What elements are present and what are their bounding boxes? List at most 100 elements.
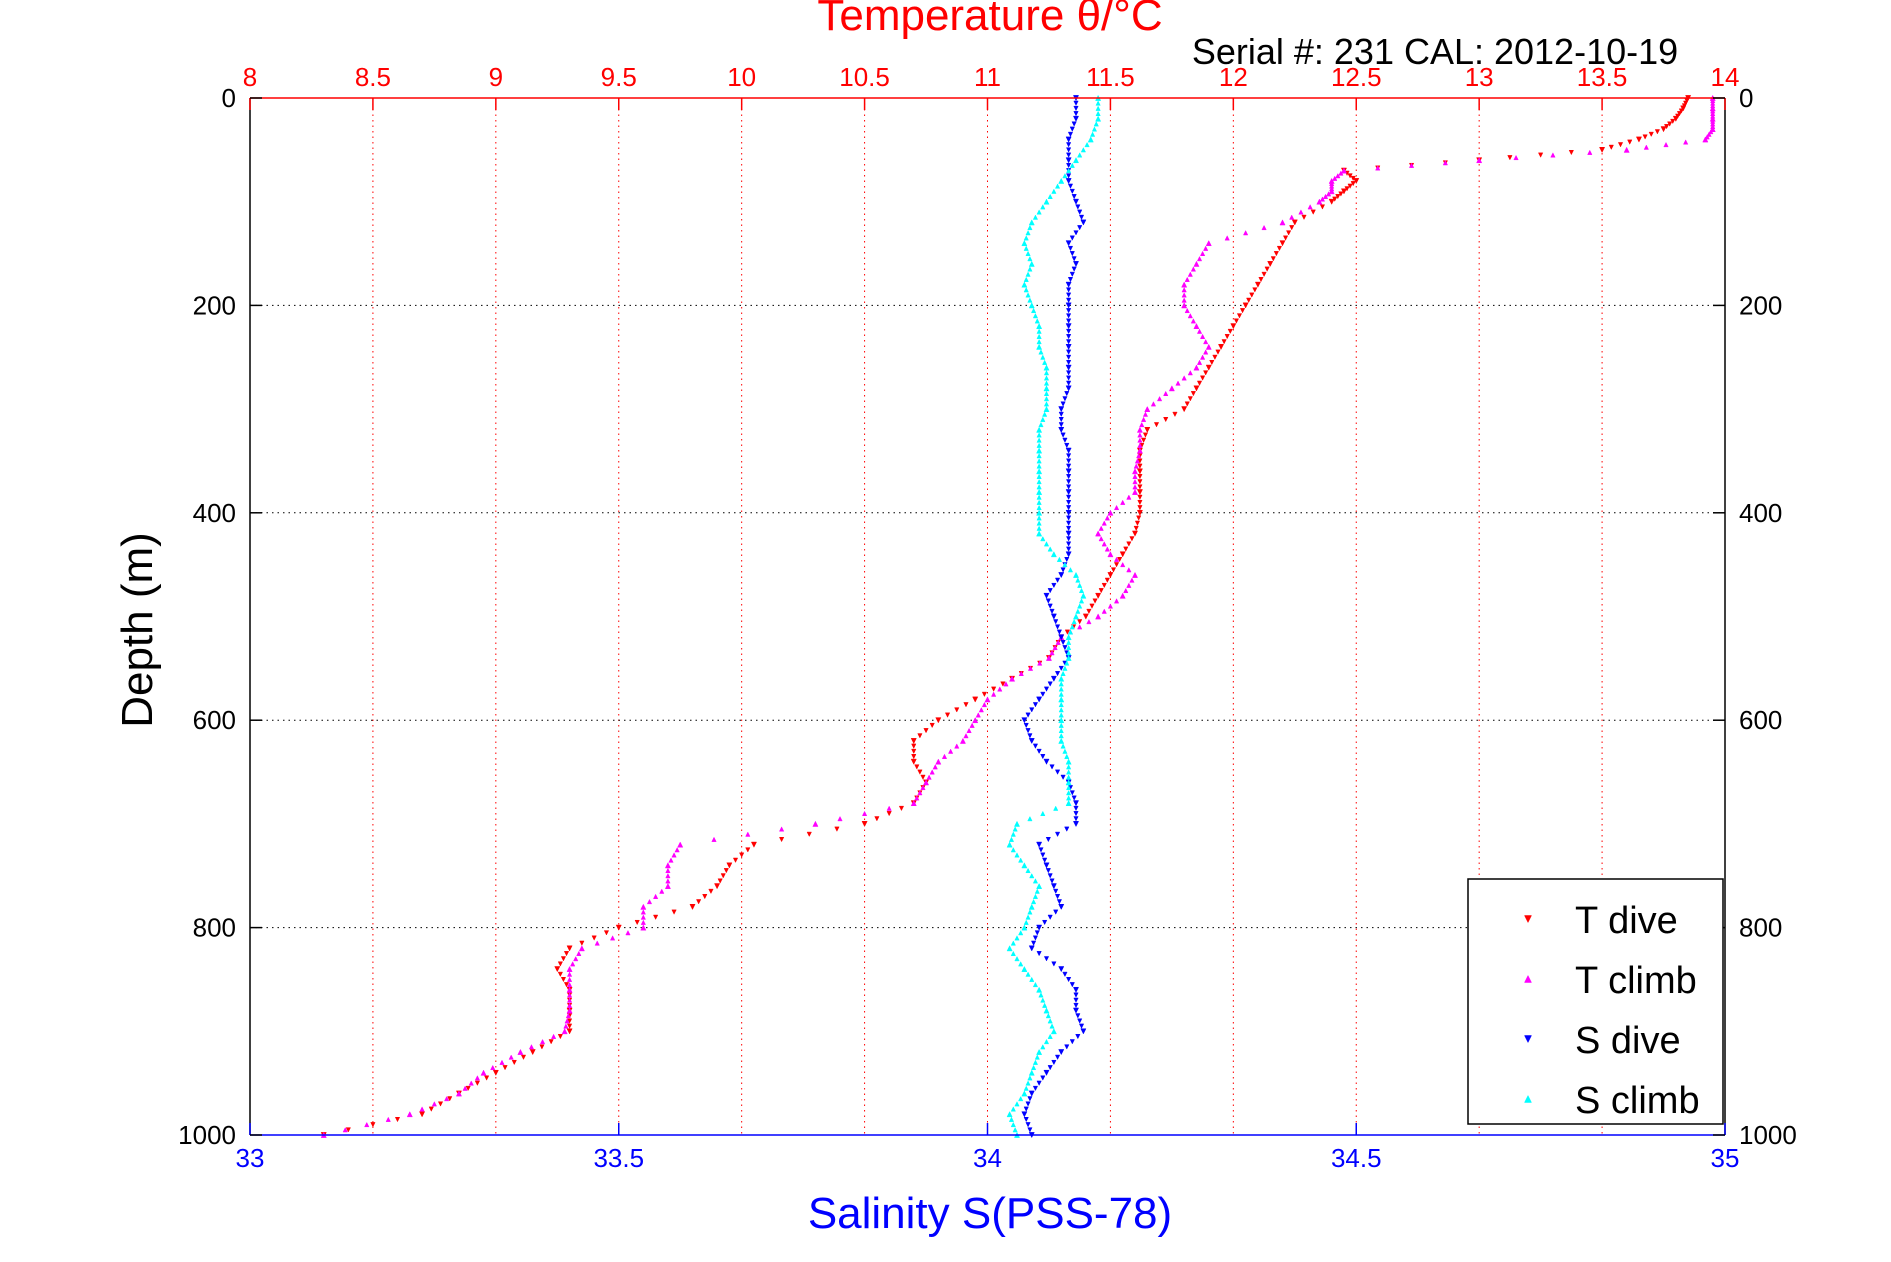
data-point-s-dive: [1058, 1049, 1065, 1056]
data-point-s-dive: [1066, 370, 1072, 376]
legend-marker-t-climb: [1524, 974, 1532, 983]
depth-tick-label-left: 200: [193, 290, 236, 320]
data-point-s-dive: [1056, 629, 1063, 635]
data-point-s-climb: [1093, 121, 1099, 127]
depth-tick-label-right: 200: [1739, 290, 1782, 320]
data-point-s-climb: [1028, 903, 1035, 910]
legend-label: S dive: [1575, 1020, 1681, 1062]
data-point-t-dive: [520, 1054, 527, 1060]
data-point-t-dive: [1092, 598, 1098, 604]
data-point-s-climb: [1036, 1048, 1043, 1055]
data-point-s-dive: [1066, 977, 1072, 983]
data-point-s-dive: [1051, 961, 1057, 967]
data-point-s-climb: [1062, 665, 1068, 671]
data-point-s-dive: [1072, 198, 1080, 205]
data-point-t-climb: [779, 826, 785, 832]
data-point-s-dive: [1066, 334, 1072, 340]
data-point-s-dive: [1042, 857, 1048, 863]
data-point-s-climb: [1034, 318, 1040, 324]
data-point-s-dive: [1066, 484, 1072, 490]
data-point-t-dive: [861, 821, 868, 828]
data-point-s-climb: [1075, 577, 1081, 583]
data-point-t-climb: [539, 1038, 546, 1045]
data-point-s-dive: [1060, 401, 1066, 407]
data-point-s-dive: [1073, 816, 1079, 822]
data-point-t-dive: [1107, 572, 1114, 579]
data-point-s-climb: [1030, 898, 1037, 905]
data-point-s-climb: [1023, 919, 1029, 925]
data-point-s-dive: [1073, 805, 1079, 812]
data-point-t-climb: [1243, 230, 1249, 236]
data-point-t-dive: [1082, 613, 1089, 620]
data-point-t-climb: [1027, 665, 1034, 671]
data-point-t-climb: [1476, 157, 1483, 164]
data-point-t-climb: [1077, 624, 1083, 630]
data-point-s-dive: [1069, 271, 1075, 278]
data-point-s-climb: [1023, 235, 1029, 241]
data-point-s-climb: [1051, 188, 1057, 194]
data-point-t-dive: [723, 868, 729, 874]
data-point-s-dive: [1065, 489, 1072, 496]
data-point-s-dive: [1072, 261, 1080, 268]
data-point-t-climb: [594, 940, 600, 946]
data-point-t-climb: [948, 748, 954, 754]
data-point-t-climb: [1187, 271, 1193, 277]
data-point-t-climb: [653, 893, 659, 899]
data-point-s-dive: [1065, 302, 1072, 309]
data-point-t-climb: [665, 872, 671, 879]
depth-tick-label-left: 800: [193, 913, 236, 943]
temperature-tick-label: 8: [243, 62, 257, 92]
temperature-tick-label: 10.5: [839, 62, 890, 92]
data-point-s-climb: [1032, 981, 1039, 988]
data-point-t-dive: [910, 738, 917, 745]
data-point-t-dive: [563, 982, 570, 988]
data-point-t-dive: [566, 1028, 573, 1035]
data-point-t-climb: [954, 743, 960, 749]
data-point-s-climb: [1025, 1080, 1031, 1086]
data-point-s-climb: [1036, 432, 1042, 438]
data-point-s-climb: [1010, 831, 1016, 837]
data-point-t-dive: [1089, 603, 1095, 609]
data-point-s-dive: [1025, 1122, 1031, 1128]
data-point-s-dive: [1066, 287, 1072, 293]
data-point-t-dive: [1678, 108, 1684, 114]
data-point-s-climb: [1066, 764, 1072, 770]
data-point-t-dive: [1672, 115, 1679, 122]
data-point-t-dive: [634, 919, 640, 926]
data-point-t-climb: [963, 732, 969, 739]
data-point-t-dive: [1648, 131, 1654, 138]
data-point-s-dive: [1028, 945, 1035, 952]
data-point-t-dive: [1190, 391, 1196, 397]
data-point-s-climb: [1025, 867, 1031, 874]
data-point-s-dive: [1064, 391, 1070, 397]
data-point-t-dive: [806, 831, 812, 838]
data-point-t-climb: [664, 882, 671, 889]
data-point-s-dive: [1027, 1127, 1033, 1133]
data-point-t-dive: [1608, 144, 1614, 151]
data-point-s-dive: [1025, 728, 1031, 734]
data-point-t-dive: [1227, 328, 1233, 335]
data-point-t-climb: [1181, 287, 1187, 293]
salinity-tick-label: 34: [973, 1143, 1002, 1173]
data-point-t-climb: [1086, 618, 1092, 625]
data-point-s-dive: [1032, 743, 1039, 749]
data-point-t-climb: [674, 847, 680, 853]
data-point-t-climb: [984, 696, 991, 703]
depth-tick-label-right: 600: [1739, 705, 1782, 735]
data-point-t-climb: [1193, 322, 1200, 329]
data-point-s-dive: [1045, 868, 1051, 874]
data-point-s-dive: [1030, 940, 1037, 946]
data-point-s-climb: [1034, 888, 1040, 894]
data-point-t-dive: [1310, 209, 1316, 215]
data-point-s-climb: [1049, 1023, 1055, 1029]
data-point-s-dive: [1040, 852, 1046, 858]
data-point-t-climb: [1289, 214, 1295, 220]
data-point-s-climb: [1028, 302, 1035, 309]
data-point-s-dive: [1058, 572, 1065, 579]
data-point-s-dive: [1073, 100, 1079, 106]
data-point-s-climb: [1042, 1002, 1048, 1008]
data-point-s-dive: [1049, 608, 1055, 615]
data-point-t-dive: [1101, 582, 1107, 589]
data-point-t-dive: [1261, 271, 1267, 278]
data-point-t-dive: [1137, 499, 1143, 506]
